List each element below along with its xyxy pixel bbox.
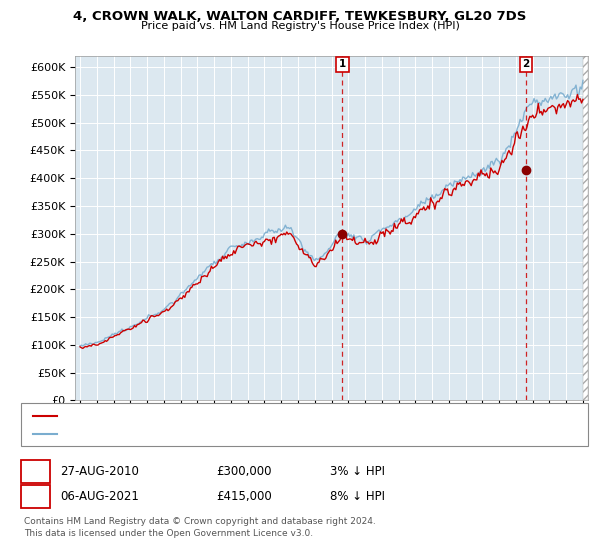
Text: Contains HM Land Registry data © Crown copyright and database right 2024.: Contains HM Land Registry data © Crown c…: [24, 517, 376, 526]
Text: HPI: Average price, detached house, Tewkesbury: HPI: Average price, detached house, Tewk…: [61, 429, 315, 439]
Text: Price paid vs. HM Land Registry's House Price Index (HPI): Price paid vs. HM Land Registry's House …: [140, 21, 460, 31]
Text: 2: 2: [522, 59, 529, 69]
Text: 3% ↓ HPI: 3% ↓ HPI: [330, 465, 385, 478]
Polygon shape: [583, 56, 588, 400]
Text: 2: 2: [32, 492, 39, 502]
Text: This data is licensed under the Open Government Licence v3.0.: This data is licensed under the Open Gov…: [24, 529, 313, 538]
Text: 1: 1: [339, 59, 346, 69]
Text: 4, CROWN WALK, WALTON CARDIFF, TEWKESBURY, GL20 7DS: 4, CROWN WALK, WALTON CARDIFF, TEWKESBUR…: [73, 10, 527, 23]
Text: £415,000: £415,000: [216, 490, 272, 503]
Text: 27-AUG-2010: 27-AUG-2010: [60, 465, 139, 478]
Text: 8% ↓ HPI: 8% ↓ HPI: [330, 490, 385, 503]
Text: 06-AUG-2021: 06-AUG-2021: [60, 490, 139, 503]
Text: 1: 1: [32, 466, 39, 477]
Text: £300,000: £300,000: [216, 465, 271, 478]
Text: 4, CROWN WALK, WALTON CARDIFF, TEWKESBURY, GL20 7DS (detached house): 4, CROWN WALK, WALTON CARDIFF, TEWKESBUR…: [61, 411, 475, 421]
